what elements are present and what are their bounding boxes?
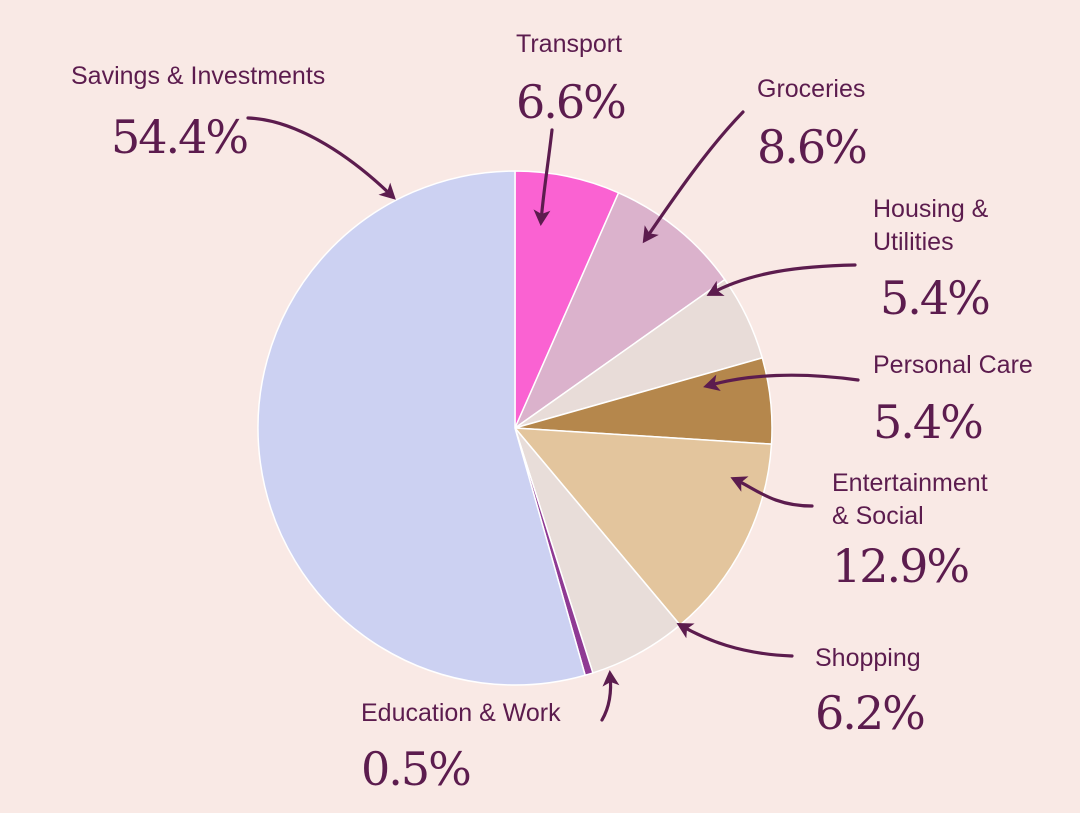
callout-arrow-shopping <box>678 623 794 658</box>
callout-arrow-transport <box>539 128 554 224</box>
arrowhead-transport <box>533 209 551 226</box>
slice-value-entertainment-and-social: 12.9% <box>832 539 968 593</box>
arrowhead-personal-care <box>703 374 721 391</box>
slice-label-savings-and-investments: Savings & Investments <box>71 62 325 90</box>
callout-arrow-savings-and-investments <box>246 116 395 199</box>
slice-value-transport: 6.6% <box>516 75 625 129</box>
slice-value-education-and-work: 0.5% <box>361 742 470 796</box>
callout-arrow-housing-and-utilities <box>708 263 857 296</box>
slice-label-entertainment-and-social: Entertainment & Social <box>832 469 988 530</box>
pie-slice-savings-and-investments <box>257 170 586 686</box>
arrowhead-savings-and-investments <box>378 182 396 200</box>
slice-value-shopping: 6.2% <box>815 686 924 740</box>
arrowhead-shopping <box>676 623 695 639</box>
arrowhead-education-and-work <box>602 670 620 687</box>
slice-label-groceries: Groceries <box>757 75 865 103</box>
arrowhead-housing-and-utilities <box>706 280 725 296</box>
slice-value-housing-and-utilities: 5.4% <box>880 271 989 325</box>
slice-value-savings-and-investments: 54.4% <box>111 110 247 164</box>
arrowhead-groceries <box>642 225 659 244</box>
slice-label-shopping: Shopping <box>815 644 921 672</box>
pie-slice-groceries <box>514 192 726 429</box>
slice-label-transport: Transport <box>516 30 622 58</box>
slice-label-housing-and-utilities: Housing & Utilities <box>873 195 989 256</box>
callout-arrow-personal-care <box>705 373 860 388</box>
callout-arrow-groceries <box>643 110 745 242</box>
slice-label-education-and-work: Education & Work <box>361 699 561 727</box>
pie-slices <box>257 170 773 686</box>
slice-value-groceries: 8.6% <box>757 120 866 174</box>
slice-value-personal-care: 5.4% <box>873 395 982 449</box>
slice-label-personal-care: Personal Care <box>873 351 1033 379</box>
slice-labels: Transport 6.6% Groceries 8.6%Housing & Utili… <box>71 30 1033 796</box>
callout-arrows <box>246 110 860 722</box>
pie-slice-entertainment-and-social <box>514 427 773 626</box>
arrowhead-entertainment-and-social <box>730 476 749 492</box>
